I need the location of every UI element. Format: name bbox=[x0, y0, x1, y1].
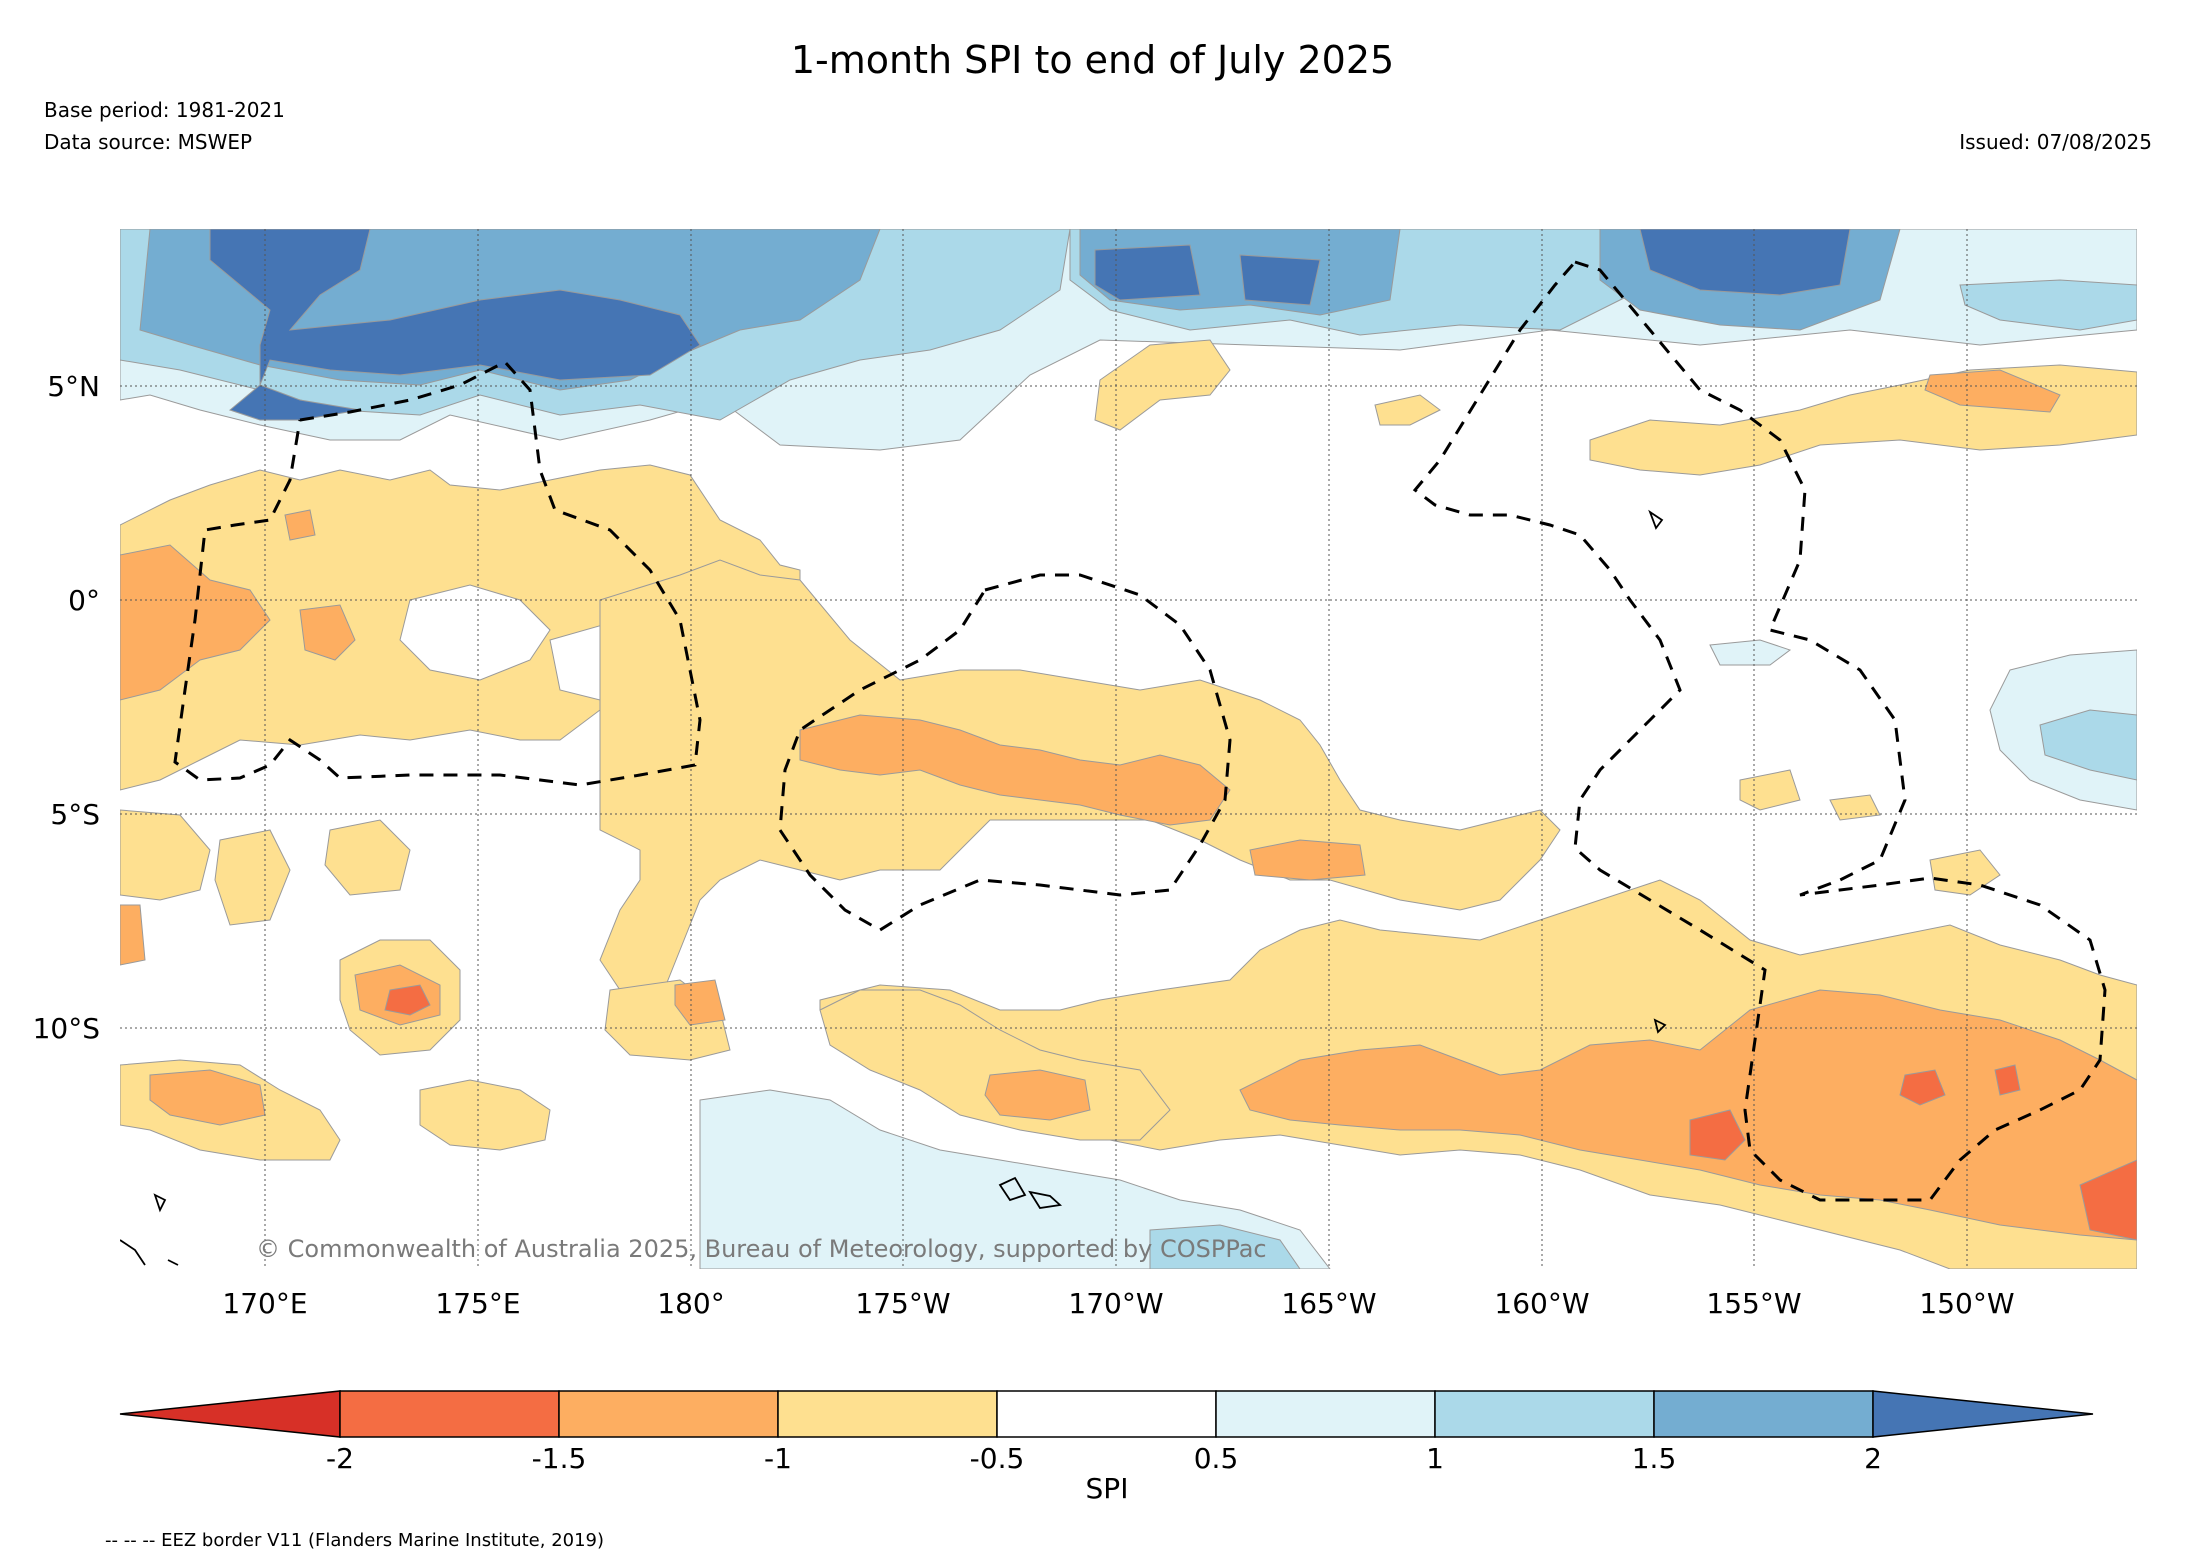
spi-region-east-dry-small bbox=[1739, 769, 1801, 811]
map-panel: © Commonwealth of Australia 2025, Bureau… bbox=[120, 229, 2137, 1269]
spi-region-north-dry-central bbox=[1094, 339, 1231, 431]
eez-border-phoenix bbox=[778, 573, 1232, 932]
spi-region-east-wet-mid bbox=[2039, 709, 2137, 781]
gridlines bbox=[120, 229, 2137, 1269]
colorbar-class-4 bbox=[996, 1390, 1217, 1438]
spi-region-south-very-dry-3 bbox=[1994, 1064, 2021, 1096]
spi-region-central-small-dry bbox=[1249, 839, 1366, 881]
copyright-notice: © Commonwealth of Australia 2025, Bureau… bbox=[256, 1235, 1267, 1263]
lat-label-10s: 10°S bbox=[33, 1012, 100, 1045]
spi-region-west-small-dry2 bbox=[284, 509, 316, 541]
lon-label-165w: 165°W bbox=[1281, 1287, 1376, 1320]
islands bbox=[120, 509, 1667, 1266]
colorbar-extend-low bbox=[119, 1390, 341, 1438]
colorbar-tick-1-5: 1.5 bbox=[1632, 1442, 1677, 1475]
spi-region-west-dry-mid2 bbox=[324, 819, 411, 896]
lon-label-175e: 175°E bbox=[435, 1287, 520, 1320]
spi-region-southwest-dry-3 bbox=[419, 1079, 551, 1151]
spi-region-east-dry-small2 bbox=[1829, 794, 1881, 821]
spi-region-southwest-dry-bottom bbox=[120, 809, 211, 901]
lat-label-0: 0° bbox=[68, 584, 100, 617]
island-tokelau-1 bbox=[998, 1176, 1027, 1202]
colorbar-tick-neg1: -1 bbox=[764, 1442, 792, 1475]
spi-region-central-moderately-dry bbox=[799, 714, 1231, 826]
colorbar-tick-neg2: -2 bbox=[326, 1442, 354, 1475]
spi-region-north-wet-extreme-mid bbox=[1094, 244, 1201, 301]
spi-field: © Commonwealth of Australia 2025, Bureau… bbox=[120, 229, 2137, 1269]
lon-label-170w: 170°W bbox=[1068, 1287, 1163, 1320]
spi-region-southwest-moderately-dry-bottom bbox=[120, 904, 146, 966]
island-west-2 bbox=[120, 1239, 179, 1266]
spi-region-west-dry-mid bbox=[214, 829, 291, 926]
spi-region-southwest-moderately-dry bbox=[149, 1069, 266, 1126]
spi-region-south-very-dry-1 bbox=[1689, 1109, 1746, 1161]
spi-region-west-very-dry bbox=[384, 984, 431, 1016]
colorbar-class-6 bbox=[1434, 1390, 1655, 1438]
colorbar-class-1 bbox=[339, 1390, 560, 1438]
lat-label-5s: 5°S bbox=[50, 798, 100, 831]
latitude-labels: 5°N 0° 5°S 10°S bbox=[33, 370, 100, 1045]
colorbar-tick-2: 2 bbox=[1864, 1442, 1882, 1475]
spi-region-north-dry-east-mid bbox=[1924, 369, 2061, 413]
lon-label-180: 180° bbox=[657, 1287, 724, 1320]
spi-region-equatorial-dry-west-hole bbox=[399, 584, 551, 681]
spi-region-south-very-dry-2 bbox=[1899, 1069, 1946, 1106]
spi-region-south-wet-mid bbox=[1149, 1224, 1301, 1269]
colorbar-tick-1: 1 bbox=[1426, 1442, 1444, 1475]
spi-region-north-wet-extreme bbox=[209, 229, 701, 421]
colorbar-class-5 bbox=[1215, 1390, 1436, 1438]
spi-region-southeast-dry-patch bbox=[1929, 849, 2001, 896]
island-far-east-1 bbox=[1653, 1018, 1667, 1034]
lat-label-5n: 5°N bbox=[47, 370, 100, 403]
lon-label-155w: 155°W bbox=[1706, 1287, 1801, 1320]
spi-region-south-very-dry-4 bbox=[2079, 1159, 2137, 1241]
lon-label-150w: 150°W bbox=[1919, 1287, 2014, 1320]
island-west-1 bbox=[153, 1193, 167, 1213]
colorbar-class-2 bbox=[558, 1390, 779, 1438]
eez-borders bbox=[173, 260, 2107, 1202]
spi-colorbar: -2 -1.5 -1 -0.5 0.5 1 1.5 2 SPI bbox=[119, 1390, 2094, 1505]
base-period-note: Base period: 1981-2021 bbox=[44, 98, 285, 122]
colorbar-label: SPI bbox=[1086, 1472, 1129, 1505]
map-title: 1-month SPI to end of July 2025 bbox=[790, 38, 1395, 82]
eez-border-line-islands bbox=[1412, 260, 2107, 1202]
colorbar-tick-neg0-5: -0.5 bbox=[970, 1442, 1025, 1475]
lon-label-170e: 170°E bbox=[222, 1287, 307, 1320]
eez-legend-note: -- -- -- EEZ border V11 (Flanders Marine… bbox=[105, 1530, 605, 1551]
colorbar-tick-0-5: 0.5 bbox=[1194, 1442, 1239, 1475]
spi-region-west-small-dry bbox=[299, 604, 356, 661]
data-source-note: Data source: MSWEP bbox=[44, 130, 253, 154]
spi-region-north-wet-extreme-mid2 bbox=[1239, 254, 1321, 306]
lon-label-160w: 160°W bbox=[1494, 1287, 1589, 1320]
spi-region-north-dry-small bbox=[1374, 394, 1441, 426]
eez-border-kiribati-gilberts bbox=[173, 360, 702, 787]
island-samoa-1 bbox=[1028, 1190, 1063, 1209]
island-north-central bbox=[1648, 509, 1664, 530]
lon-label-175w: 175°W bbox=[855, 1287, 950, 1320]
spi-region-east-wet-small bbox=[1709, 639, 1792, 666]
spi-region-southwest-moderately-dry-4 bbox=[674, 979, 726, 1026]
colorbar-class-7 bbox=[1653, 1390, 1874, 1438]
longitude-labels: 170°E 175°E 180° 175°W 170°W 165°W 160°W… bbox=[222, 1287, 2014, 1320]
spi-region-north-wet-mid-far-east bbox=[1959, 279, 2137, 331]
spi-region-south-moderately-dry bbox=[1239, 989, 2137, 1241]
colorbar-class-3 bbox=[777, 1390, 998, 1438]
issued-date: Issued: 07/08/2025 bbox=[1959, 130, 2152, 154]
spi-region-south-central-moderately-dry bbox=[984, 1069, 1091, 1121]
colorbar-tick-neg1-5: -1.5 bbox=[532, 1442, 587, 1475]
colorbar-extend-high bbox=[1872, 1390, 2094, 1438]
spi-region-north-wet-extreme-east bbox=[1639, 229, 1851, 296]
